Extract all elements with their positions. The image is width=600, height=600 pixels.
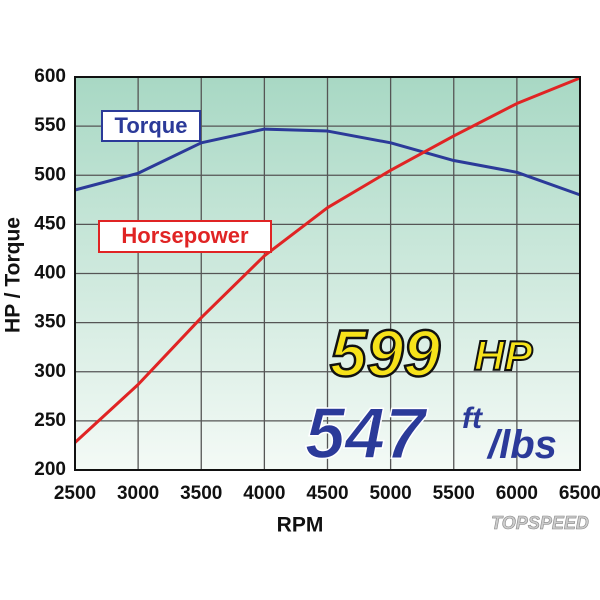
y-tick-label: 350 <box>34 312 66 333</box>
y-tick-label: 500 <box>34 164 66 185</box>
x-tick-label: 5500 <box>433 483 475 504</box>
x-tick-label: 3000 <box>117 483 159 504</box>
annotation: /lbs <box>486 423 557 467</box>
y-axis-title: HP / Torque <box>2 217 25 333</box>
x-tick-label: 3500 <box>180 483 222 504</box>
series-line <box>73 76 581 444</box>
y-tick-label: 600 <box>34 66 66 87</box>
x-axis-title: RPM <box>277 514 324 537</box>
y-tick-label: 300 <box>34 361 66 382</box>
annotation: 599 <box>330 316 440 390</box>
x-tick-label: 2500 <box>54 483 96 504</box>
y-tick-label: 450 <box>34 213 66 234</box>
series-line <box>74 127 581 197</box>
y-tick-label: 200 <box>34 459 66 480</box>
y-tick-label: 550 <box>34 115 66 136</box>
y-tick-label: 400 <box>34 263 66 284</box>
annotation: 547 <box>305 394 428 474</box>
x-tick-label: 6500 <box>559 483 600 504</box>
y-tick-label: 250 <box>34 410 66 431</box>
annotation: ft <box>462 402 484 435</box>
legend-box <box>98 220 272 253</box>
legend-label: Torque <box>115 113 188 138</box>
watermark: TOPSPEED <box>491 513 589 533</box>
x-tick-label: 4000 <box>243 483 285 504</box>
plot-border <box>74 76 581 471</box>
x-tick-label: 5000 <box>369 483 411 504</box>
x-tick-label: 6000 <box>496 483 538 504</box>
legend-box <box>101 110 201 142</box>
x-tick-label: 4500 <box>306 483 348 504</box>
legend-label: Horsepower <box>121 223 249 248</box>
annotation: HP <box>474 332 533 379</box>
